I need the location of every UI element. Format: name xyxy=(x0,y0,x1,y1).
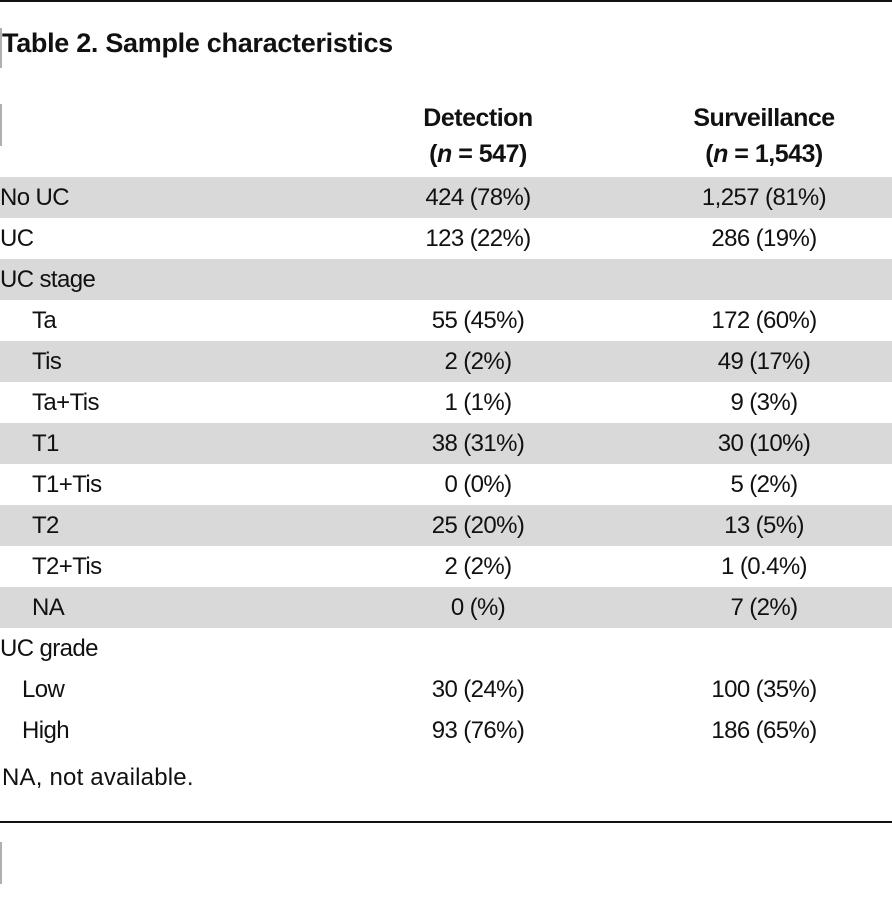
column-header-surveillance: Surveillance (n = 1,543) xyxy=(634,100,892,172)
row-label: Low xyxy=(22,676,65,703)
row-label: Ta xyxy=(32,307,57,334)
row-label: T2 xyxy=(32,512,59,539)
table-row: UC 123 (22%) 286 (19%) xyxy=(0,218,892,259)
detection-cell: 2 (2%) xyxy=(444,348,512,375)
table-row: No UC 424 (78%) 1,257 (81%) xyxy=(0,177,892,218)
detection-cell: 1 (1%) xyxy=(444,389,512,416)
detection-cell: 30 (24%) xyxy=(431,676,525,703)
row-label: Tis xyxy=(32,348,62,375)
row-label: T1+Tis xyxy=(32,471,102,498)
table-row: T2+Tis 2 (2%) 1 (0.4%) xyxy=(0,546,892,587)
bottom-rule xyxy=(0,821,892,823)
detection-cell: 93 (76%) xyxy=(431,717,525,744)
surveillance-cell: 100 (35%) xyxy=(711,676,817,703)
row-label: UC stage xyxy=(0,266,96,293)
surveillance-cell: 13 (5%) xyxy=(724,512,804,539)
detection-cell: 38 (31%) xyxy=(431,430,525,457)
left-margin-mark xyxy=(0,104,2,146)
detection-cell: 424 (78%) xyxy=(425,184,531,211)
table-row: T1+Tis 0 (0%) 5 (2%) xyxy=(0,464,892,505)
surveillance-cell: 186 (65%) xyxy=(711,717,817,744)
column-header-surveillance-n: (n = 1,543) xyxy=(705,140,823,168)
table-body: No UC 424 (78%) 1,257 (81%) UC 123 (22%) 286 … xyxy=(0,177,892,751)
detection-cell: 55 (45%) xyxy=(431,307,525,334)
left-margin-mark xyxy=(0,28,2,68)
row-label: No UC xyxy=(0,184,70,211)
row-label: T1 xyxy=(32,430,59,457)
surveillance-cell: 5 (2%) xyxy=(730,471,798,498)
surveillance-cell: 1 (0.4%) xyxy=(721,553,808,580)
table-row: Low 30 (24%) 100 (35%) xyxy=(0,669,892,710)
table-row: Ta 55 (45%) 172 (60%) xyxy=(0,300,892,341)
table-row: NA 0 (%) 7 (2%) xyxy=(0,587,892,628)
table-row: Tis 2 (2%) 49 (17%) xyxy=(0,341,892,382)
row-label: UC grade xyxy=(0,635,99,662)
surveillance-cell: 30 (10%) xyxy=(717,430,811,457)
table-row: High 93 (76%) 186 (65%) xyxy=(0,710,892,751)
table-title: Table 2. Sample characteristics xyxy=(2,28,393,58)
left-margin-mark xyxy=(0,842,2,884)
detection-cell: 0 (0%) xyxy=(444,471,512,498)
detection-cell: 123 (22%) xyxy=(425,225,531,252)
table-row: T1 38 (31%) 30 (10%) xyxy=(0,423,892,464)
column-header-detection-n: (n = 547) xyxy=(429,140,527,168)
top-rule xyxy=(0,0,892,2)
column-header-detection-name: Detection xyxy=(423,104,533,132)
table-footnote: NA, not available. xyxy=(2,764,194,791)
table-row: Ta+Tis 1 (1%) 9 (3%) xyxy=(0,382,892,423)
detection-cell: 25 (20%) xyxy=(431,512,525,539)
table-row: UC grade xyxy=(0,628,892,669)
surveillance-cell: 7 (2%) xyxy=(730,594,798,621)
detection-cell: 2 (2%) xyxy=(444,553,512,580)
surveillance-cell: 1,257 (81%) xyxy=(701,184,827,211)
row-label: UC xyxy=(0,225,34,252)
column-header-surveillance-name: Surveillance xyxy=(693,104,835,132)
column-header-detection: Detection (n = 547) xyxy=(348,100,608,172)
table-row: UC stage xyxy=(0,259,892,300)
surveillance-cell: 172 (60%) xyxy=(711,307,817,334)
detection-cell: 0 (%) xyxy=(450,594,506,621)
surveillance-cell: 286 (19%) xyxy=(711,225,817,252)
surveillance-cell: 49 (17%) xyxy=(717,348,811,375)
row-label: High xyxy=(22,717,70,744)
row-label: T2+Tis xyxy=(32,553,102,580)
row-label: NA xyxy=(32,594,65,621)
surveillance-cell: 9 (3%) xyxy=(730,389,798,416)
row-label: Ta+Tis xyxy=(32,389,99,416)
table-row: T2 25 (20%) 13 (5%) xyxy=(0,505,892,546)
